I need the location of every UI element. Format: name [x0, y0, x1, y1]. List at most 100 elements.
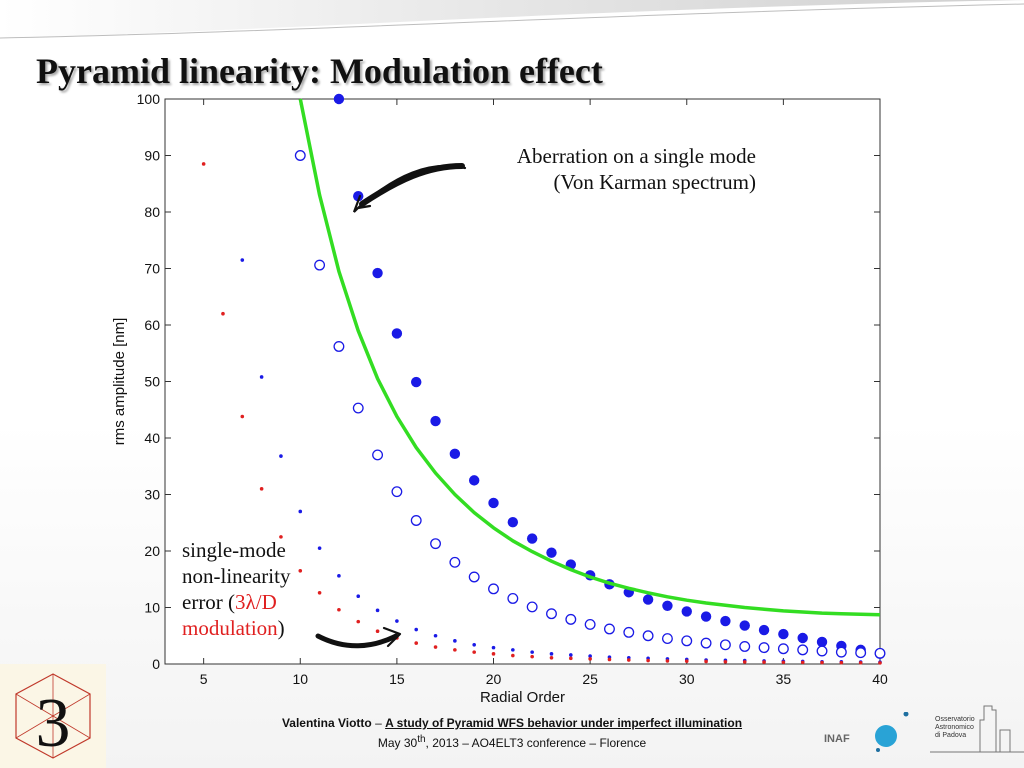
y-tick-label: 100 — [137, 91, 161, 107]
data-point-red — [414, 641, 419, 645]
data-point-open — [604, 623, 615, 635]
data-point-red — [375, 629, 380, 634]
padova-line3: di Padova — [935, 732, 967, 739]
data-point-small-blue — [549, 652, 554, 656]
data-point-small-blue — [511, 648, 515, 652]
data-point-filled — [411, 376, 422, 388]
padova-line2: Astronomico — [935, 724, 974, 731]
footer-author: Valentina Viotto — [281, 716, 372, 730]
y-axis-label: rms amplitude [nm] — [111, 318, 128, 446]
data-point-open — [700, 637, 712, 649]
data-point-open — [777, 643, 789, 655]
footer-dash: – — [371, 716, 386, 730]
annotation-bottom-line1: single-mode — [182, 538, 286, 562]
data-point-filled — [681, 606, 692, 617]
data-point-red — [201, 162, 206, 166]
data-point-filled — [372, 267, 383, 279]
data-point-open — [507, 593, 519, 604]
x-axis-label: Radial Order — [480, 689, 565, 706]
x-tick-label: 25 — [582, 671, 598, 687]
footer-line1: Valentina Viotto – A study of Pyramid WF… — [0, 716, 1024, 730]
series-line-green — [298, 98, 881, 617]
data-point-open — [430, 538, 441, 550]
data-point-red — [317, 591, 322, 595]
data-point-red — [665, 659, 670, 663]
data-point-open — [739, 641, 751, 652]
data-point-red — [298, 568, 303, 573]
data-point-filled — [449, 448, 461, 460]
data-point-red — [607, 657, 612, 662]
data-point-red — [588, 657, 592, 661]
data-point-open — [661, 633, 673, 645]
footer-talk-title: A study of Pyramid WFS behavior under im… — [385, 716, 743, 730]
annotation-bottom-line3: error (3λ/D — [182, 589, 322, 615]
y-tick-label: 30 — [144, 487, 160, 503]
data-point-filled — [797, 632, 808, 644]
data-point-filled — [758, 624, 770, 636]
data-point-red — [839, 660, 844, 665]
data-point-red — [723, 659, 728, 664]
arrow-bottom-stroke-icon — [315, 633, 399, 649]
data-point-filled — [642, 594, 654, 605]
data-point-red — [453, 648, 457, 652]
data-point-filled — [778, 628, 789, 640]
data-point-open — [565, 613, 577, 625]
data-point-filled — [507, 516, 519, 528]
inaf-logo-text: INAF — [824, 733, 850, 745]
data-point-open — [352, 402, 364, 414]
data-point-open — [372, 449, 384, 461]
data-point-open — [874, 647, 886, 659]
data-point-open — [681, 635, 693, 647]
data-point-open — [468, 571, 480, 583]
data-point-small-blue — [337, 574, 341, 578]
x-tick-label: 20 — [486, 671, 502, 687]
data-point-red — [491, 652, 496, 656]
data-point-open — [835, 646, 847, 658]
data-point-small-blue — [395, 619, 399, 623]
data-point-red — [337, 607, 341, 612]
data-point-red — [646, 658, 650, 663]
annotation-top-line2: (Von Karman spectrum) — [553, 170, 756, 194]
data-point-open — [797, 644, 809, 656]
annotation-bottom-line3-red: 3λ/D — [235, 590, 277, 614]
annotation-bottom-line4-suffix: ) — [277, 616, 285, 640]
footer-date-suffix: , 2013 – AO4ELT3 conference – Florence — [425, 736, 647, 750]
data-point-open — [719, 639, 731, 651]
y-tick-label: 60 — [144, 317, 160, 333]
data-point-red — [820, 660, 824, 665]
data-point-red — [356, 619, 361, 624]
data-point-red — [704, 659, 708, 664]
data-point-filled — [488, 497, 499, 509]
data-point-small-blue — [569, 653, 573, 657]
data-point-red — [800, 660, 805, 665]
data-point-red — [762, 660, 766, 664]
data-point-red — [240, 414, 245, 419]
padova-logo-text: Osservatorio Astronomico di Padova — [935, 716, 975, 740]
data-point-red — [878, 661, 882, 665]
data-point-small-blue — [433, 633, 438, 638]
data-point-open — [623, 626, 635, 638]
y-tick-label: 50 — [144, 374, 160, 390]
data-point-open — [488, 583, 499, 595]
data-point-red — [684, 659, 689, 663]
padova-line1: Osservatorio — [935, 716, 975, 723]
annotation-bottom-line4-red: modulation — [182, 616, 278, 640]
footer-line2: May 30th, 2013 – AO4ELT3 conference – Fl… — [0, 734, 1024, 750]
footer-date-sup: th — [417, 734, 426, 745]
data-point-open — [391, 486, 403, 498]
data-point-filled — [430, 415, 441, 427]
data-point-red — [511, 653, 515, 658]
inaf-logo-icon: INAF — [824, 712, 909, 752]
data-point-red — [549, 655, 554, 660]
annotation-top-line1: Aberration on a single mode — [516, 144, 756, 168]
conference-logo-icon: 3 — [0, 664, 106, 768]
annotation-aberration: Aberration on a single mode (Von Karman … — [517, 143, 756, 195]
header-swoosh-decoration — [0, 0, 1024, 39]
data-point-filled — [662, 600, 673, 612]
data-point-filled — [391, 328, 403, 339]
x-tick-label: 15 — [389, 671, 405, 687]
data-point-red — [858, 660, 863, 665]
data-point-small-blue — [298, 509, 303, 514]
data-point-open — [855, 647, 867, 659]
